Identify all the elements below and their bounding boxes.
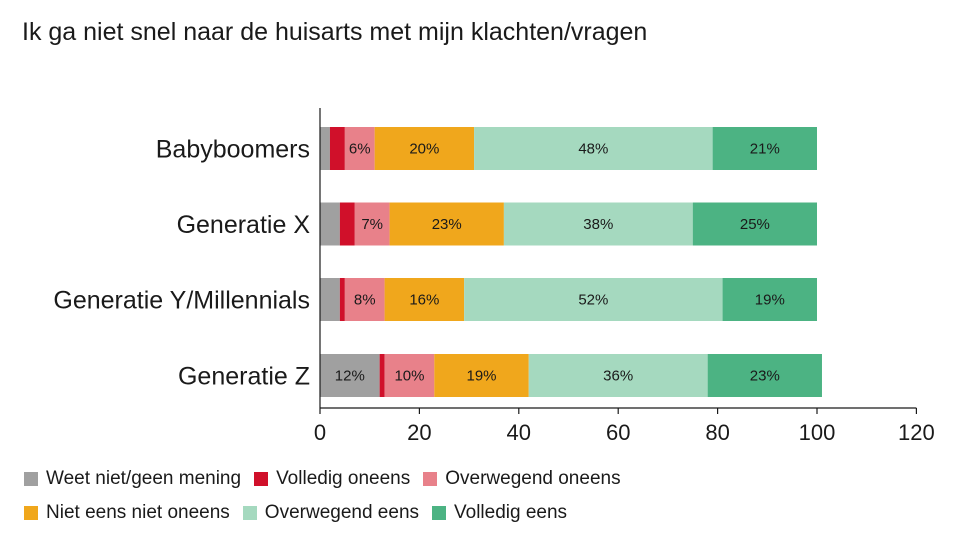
legend-item-niet-eens-niet-oneens: Niet eens niet oneens [24,502,230,524]
bar-generatie-y-millennials-niet-eens-niet-oneens [384,278,465,321]
data-label-generatie-z-overwegend-eens: 36% [603,368,633,385]
axes-layer [319,108,918,414]
bar-generatie-z-weet-niet-geen-mening [320,354,380,397]
data-label-generatie-z-overwegend-oneens: 10% [394,368,424,385]
data-label-babyboomers-niet-eens-niet-oneens: 20% [409,141,439,158]
category-label-generatie-z: Generatie Z [178,363,310,391]
bar-generatie-x-overwegend-eens [503,202,693,246]
bar-generatie-x-weet-niet-geen-mening [320,202,340,246]
x-tick-label-100: 100 [799,420,836,445]
x-tick-label-60: 60 [606,420,630,445]
data-label-generatie-x-volledig-eens: 25% [740,216,770,233]
legend-label: Overwegend oneens [445,468,621,489]
legend: Weet niet/geen mening Volledig oneens Over… [24,462,944,530]
x-tick-label-0: 0 [314,420,326,445]
legend-swatch [432,506,447,520]
data-label-generatie-y-millennials-overwegend-oneens: 8% [354,292,376,309]
legend-swatch [24,472,38,486]
legend-swatch [254,472,269,486]
stacked-bar-chart: 6% 20% 48% 21% 7% 23% 38% 25% 8% 16% 52% 19% 12% 10% 1… [53,108,935,445]
bar-generatie-z-niet-eens-niet-oneens [434,354,529,397]
legend-label: Volledig oneens [276,468,411,489]
bar-generatie-y-millennials-volledig-oneens [339,278,345,321]
bar-generatie-x-overwegend-oneens [354,202,390,246]
bar-generatie-z-volledig-oneens [379,354,385,397]
bar-generatie-x-niet-eens-niet-oneens [389,202,504,246]
bars-layer [320,127,822,397]
legend-label: Overwegend eens [264,502,420,523]
segment-labels-layer: 6% 20% 48% 21% 7% 23% 38% 25% 8% 16% 52% 19% 12% 10% 1… [335,141,785,385]
data-label-generatie-z-weet-niet-geen-mening: 12% [335,368,365,385]
bar-babyboomers-niet-eens-niet-oneens [374,127,475,170]
bar-babyboomers-volledig-oneens [329,127,345,170]
bar-generatie-x-volledig-oneens [339,202,355,246]
legend-item-weet-niet-geen-mening: Weet niet/geen mening [24,468,241,490]
data-label-babyboomers-overwegend-oneens: 6% [349,141,371,158]
data-label-generatie-y-millennials-niet-eens-niet-oneens: 16% [409,292,439,309]
category-label-generatie-y-millennials: Generatie Y/Millennials [53,287,310,315]
legend-item-volledig-eens: Volledig eens [432,502,567,524]
bar-generatie-y-millennials-volledig-eens [722,278,817,321]
bar-generatie-x-volledig-eens [692,202,817,246]
legend-swatch [24,506,38,520]
legend-swatch [423,472,438,486]
tick-labels-layer: 0 20 40 60 80 100 120 [314,420,935,445]
category-labels-layer: Babyboomers Generatie X Generatie Y/Millen… [53,136,310,391]
data-label-generatie-y-millennials-volledig-eens: 19% [755,292,785,309]
legend-label: Volledig eens [454,502,568,523]
bar-generatie-y-millennials-overwegend-eens [464,278,723,321]
legend-item-volledig-oneens: Volledig oneens [254,468,410,490]
legend-row: Weet niet/geen mening Volledig oneens Over… [24,462,944,496]
data-label-generatie-z-niet-eens-niet-oneens: 19% [467,368,497,385]
bar-babyboomers-overwegend-oneens [344,127,375,170]
bar-generatie-z-overwegend-eens [528,354,708,397]
legend-label: Niet eens niet oneens [46,502,230,523]
legend-row: Niet eens niet oneens Overwegend eens Voll… [24,496,944,530]
x-tick-label-120: 120 [898,420,935,445]
x-tick-label-20: 20 [407,420,431,445]
data-label-babyboomers-overwegend-eens: 48% [578,141,608,158]
bar-generatie-y-millennials-weet-niet-geen-mening [320,278,340,321]
data-label-generatie-x-niet-eens-niet-oneens: 23% [432,216,462,233]
legend-label: Weet niet/geen mening [46,468,242,489]
x-tick-label-40: 40 [507,420,531,445]
data-label-babyboomers-volledig-eens: 21% [750,141,780,158]
data-label-generatie-x-overwegend-eens: 38% [583,216,613,233]
legend-item-overwegend-eens: Overwegend eens [242,502,420,524]
data-label-generatie-x-overwegend-oneens: 7% [361,216,383,233]
data-label-generatie-y-millennials-overwegend-eens: 52% [578,292,608,309]
bar-generatie-z-volledig-eens [707,354,822,397]
legend-swatch [242,506,257,520]
bar-generatie-z-overwegend-oneens [384,354,435,397]
bar-babyboomers-overwegend-eens [474,127,713,170]
chart-title: Ik ga niet snel naar de huisarts met mij… [22,18,648,46]
bar-babyboomers-volledig-eens [712,127,817,170]
legend-item-overwegend-oneens: Overwegend oneens [423,468,621,490]
x-tick-label-80: 80 [705,420,729,445]
category-label-generatie-x: Generatie X [177,211,311,239]
bar-babyboomers-weet-niet-geen-mening [320,127,330,170]
data-label-generatie-z-volledig-eens: 23% [750,368,780,385]
category-label-babyboomers: Babyboomers [156,136,310,164]
bar-generatie-y-millennials-overwegend-oneens [344,278,385,321]
